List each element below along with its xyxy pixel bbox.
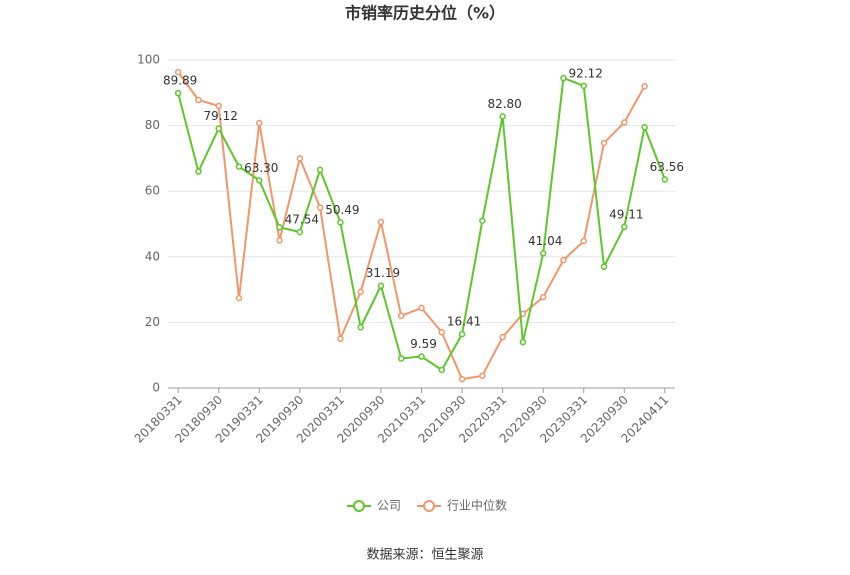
data-label: 9.59	[410, 337, 437, 351]
point	[560, 256, 567, 264]
point	[458, 375, 466, 383]
legend-label: 行业中位数	[447, 498, 507, 513]
point	[276, 224, 283, 231]
source: 数据来源：恒生聚源	[366, 548, 483, 563]
point	[174, 89, 182, 97]
point	[479, 372, 486, 380]
y-tick-label: 80	[145, 118, 160, 132]
point	[438, 366, 446, 374]
series-line	[177, 71, 646, 381]
data-label: 16.41	[447, 315, 481, 329]
point	[539, 250, 547, 257]
point	[600, 139, 608, 147]
point	[377, 282, 385, 289]
point	[377, 218, 385, 226]
point	[316, 204, 324, 211]
point	[621, 119, 628, 126]
point	[458, 330, 466, 338]
point	[276, 237, 283, 244]
point	[195, 168, 202, 175]
point	[661, 176, 669, 183]
point	[479, 217, 486, 224]
point	[215, 125, 222, 132]
point	[357, 288, 364, 296]
y-tick-label: 100	[137, 53, 160, 67]
point	[256, 119, 263, 127]
point	[580, 237, 587, 245]
point	[418, 353, 425, 360]
data-label: 47.54	[285, 213, 319, 227]
point	[235, 294, 243, 302]
data-label: 50.49	[325, 203, 359, 217]
point	[499, 333, 506, 341]
data-label: 41.04	[528, 234, 562, 248]
data-label: 31.19	[366, 266, 400, 280]
y-tick-label: 60	[145, 184, 160, 198]
point	[256, 177, 263, 184]
point	[397, 355, 405, 362]
point	[418, 304, 425, 312]
point	[195, 96, 202, 104]
point	[357, 324, 364, 331]
point	[174, 68, 182, 76]
point	[499, 113, 506, 120]
y-tick-label: 40	[145, 249, 160, 263]
y-tick-label: 0	[152, 381, 160, 395]
point	[580, 82, 587, 90]
point	[337, 335, 344, 343]
point	[539, 293, 547, 301]
point	[397, 312, 405, 320]
legend-swatch	[353, 500, 365, 512]
chart-title: 市销率历史分位（%）	[345, 4, 505, 23]
point	[641, 123, 648, 131]
data-label: 82.80	[487, 97, 521, 111]
legend-swatch	[423, 500, 435, 512]
data-label: 89.89	[163, 74, 197, 88]
point	[215, 102, 222, 110]
point	[438, 328, 446, 336]
series-line	[177, 76, 666, 372]
point	[337, 219, 344, 226]
data-label: 92.12	[569, 66, 603, 80]
point	[600, 263, 608, 270]
data-label: 49.11	[609, 207, 643, 221]
point	[316, 166, 324, 174]
legend-label: 公司	[377, 499, 401, 513]
point	[519, 338, 527, 346]
point	[621, 223, 628, 231]
data-label: 63.30	[244, 161, 278, 175]
data-label: 79.12	[204, 109, 238, 123]
point	[560, 74, 567, 82]
point	[641, 82, 648, 90]
point	[296, 228, 304, 236]
point	[296, 155, 304, 162]
y-tick-label: 20	[145, 315, 160, 329]
point	[235, 163, 243, 170]
data-label: 63.56	[650, 160, 684, 174]
